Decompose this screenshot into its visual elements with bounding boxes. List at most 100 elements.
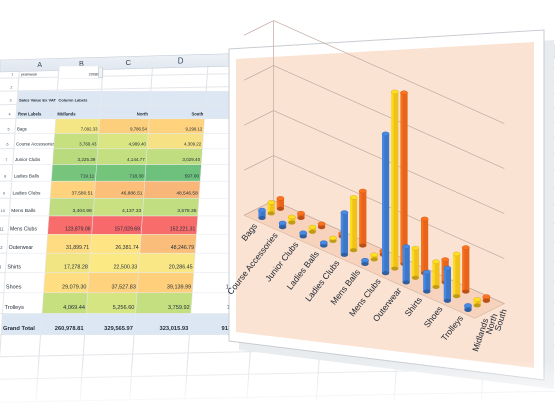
bar-midlands-ladies-clubs [340,210,349,257]
bar-north-course-accessories [287,214,296,225]
bar-top [441,257,450,262]
bar-body [267,202,275,214]
pivot-value: 4,137.33 [122,208,142,214]
bar-body [453,253,461,297]
pivot-header-cell[interactable] [149,90,207,105]
pivot-data-label: Sales Value Ex VAT [19,98,56,103]
bar-top [317,221,326,227]
bar-highlight [400,92,403,264]
bar-body [350,197,358,251]
pivot-col-header: Midlands [57,112,76,117]
bar-highlight [258,210,261,218]
bar-top [402,244,411,249]
bar-highlight [402,246,405,283]
bar-top [381,131,390,137]
row-header-10: 10 [1,208,6,213]
bar-highlight [473,299,476,306]
pivot-value: 718.30 [129,174,144,179]
bar-body [288,216,296,223]
bar-highlight [379,250,383,255]
pivot-value: 4,069.44 [63,305,85,311]
pivot-value: 597.00 [185,174,200,179]
pivot-value: 4,309.22 [184,141,202,146]
bar-south-course-accessories [297,210,305,221]
bar-base [462,289,470,294]
bar-body [370,254,378,260]
pivot-value: 37,527.83 [111,284,135,290]
bar-base [402,280,410,285]
bar-south-trolleys [482,294,491,303]
bar-top [390,89,399,95]
row-header-7: 7 [5,157,7,162]
bar-top [308,224,317,230]
bar-highlight [288,216,291,223]
bar-midlands-outerwear [402,244,411,285]
row-header-5: 5 [7,127,9,131]
pivot-value: 26,381.74 [115,245,138,251]
bar-base [359,243,367,248]
row-header-8: 8 [4,174,7,179]
bar-base [288,220,296,225]
pivot-value: 123,879.06 [65,226,91,232]
bar-midlands-shirts [422,269,431,294]
pivot-row-label: Trolleys [4,305,24,311]
bar-north-ladies-balls [329,235,337,244]
bar-top [400,90,408,95]
chart-gridline [243,110,274,126]
grand-total-label: Grand Total [3,326,35,332]
bar-body [443,268,451,301]
pivot-value: 3,029.40 [182,157,200,162]
bar-base [299,234,307,239]
bar-body [400,92,408,264]
bar-body [423,272,431,292]
bar-base [361,261,369,267]
pivot-table: yearweek 200808 Sales Value Ex VAT Column L… [0,65,269,336]
bar-top [329,235,337,241]
pivot-column-labels: Column Labels [58,98,88,103]
pivot-value: 20,286.45 [169,264,193,270]
pivot-value: 3,759.92 [168,305,190,311]
bar-north-shirts [432,259,440,290]
bar-base [432,284,440,290]
pivot-value: 719.11 [80,174,94,179]
bar-body [340,212,348,255]
row-header-3: 3 [9,99,11,103]
bar-base [297,215,305,221]
fade-overlay-bottom [0,360,555,415]
pivot-row-label: Outerwear [9,245,34,251]
bar-highlight [279,222,282,228]
pivot-row-label: Mens Clubs [10,226,37,232]
bar-body [464,305,472,310]
pivot-header-cell[interactable] [100,90,152,105]
pivot-value: 152,221.31 [170,226,196,232]
bar-top [361,257,369,263]
bar-highlight [370,254,373,260]
bar-top [461,245,470,250]
filter-value-cell[interactable] [58,65,104,79]
bar-north-trolleys [473,297,482,308]
pivot-col-header: North [137,112,149,117]
bar-top [340,210,349,215]
pivot-value: 46,886.51 [121,191,143,197]
bar-top [349,195,358,200]
filter-field-label: yearweek [21,73,37,77]
bar-highlight [421,218,424,274]
filter-dropdown-button[interactable] [98,66,103,78]
bar-highlight [462,247,465,292]
bar-top [422,269,431,275]
pivot-value: 37,580.51 [72,191,94,197]
bar-highlight [411,248,415,278]
bar-south-junior-clubs [317,221,326,230]
pivot-value: 9,299.12 [186,126,203,131]
row-header-1: 1 [11,73,13,77]
bar-top [464,303,472,308]
bar-body [402,246,410,283]
bar-body [411,248,419,278]
bar-midlands-course-accessories [278,220,287,230]
bar-midlands-ladies-balls [319,240,328,248]
bar-top [443,265,452,271]
bar-highlight [464,305,467,310]
bar-top [258,207,266,213]
bar-base [318,225,326,230]
